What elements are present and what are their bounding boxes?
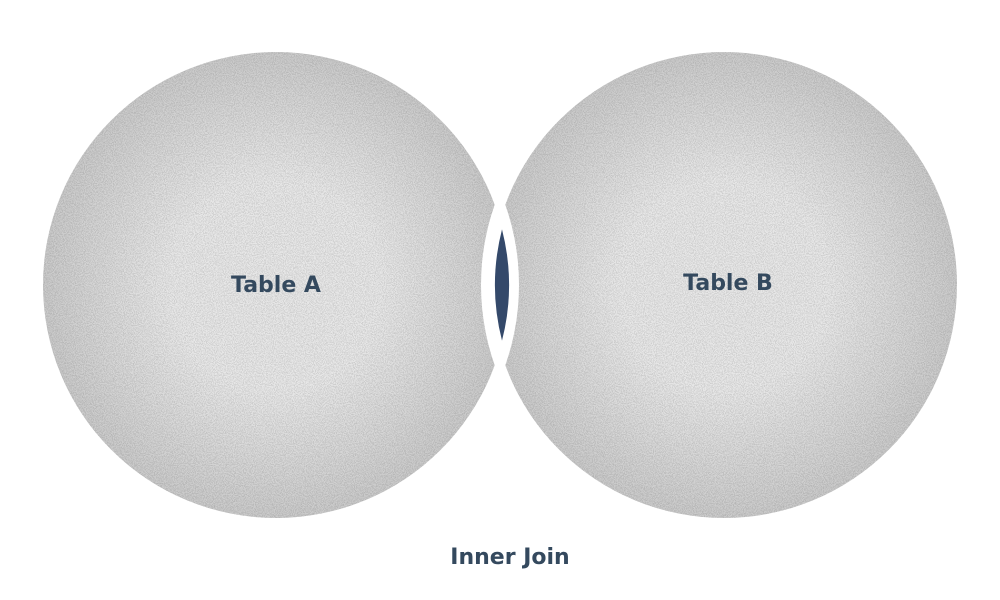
- set-a-label: Table A: [231, 273, 321, 298]
- diagram-caption: Inner Join: [450, 545, 569, 570]
- set-b-label: Table B: [683, 271, 773, 296]
